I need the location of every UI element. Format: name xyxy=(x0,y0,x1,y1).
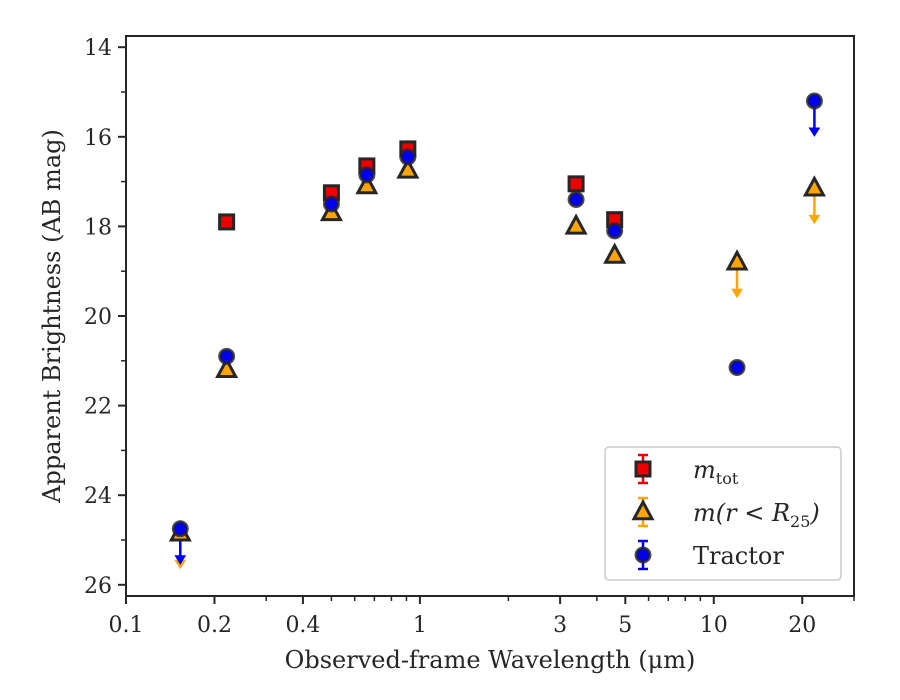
legend-box xyxy=(604,446,842,581)
data-point xyxy=(322,195,340,213)
legend-marker-tractor xyxy=(634,546,652,564)
y-tick-label: 16 xyxy=(84,126,112,151)
legend-label-subscript: tot xyxy=(716,469,739,488)
y-tick-label: 20 xyxy=(84,305,112,330)
data-point xyxy=(399,148,417,166)
legend-label-main: m xyxy=(693,456,716,484)
y-tick-label: 22 xyxy=(84,395,112,420)
upper-limit-arrow-head xyxy=(808,127,821,137)
legend-label-main: m(r < R xyxy=(693,499,790,527)
x-tick-label: 5 xyxy=(618,613,632,638)
legend-label-mr25: m(r < R25) xyxy=(693,499,820,531)
legend-label-end: ) xyxy=(809,499,819,527)
data-point xyxy=(396,157,420,179)
legend-label-mtot: mtot xyxy=(693,456,739,488)
data-point xyxy=(171,520,189,538)
y-tick-label: 24 xyxy=(84,484,112,509)
data-point xyxy=(728,359,746,377)
data-point xyxy=(603,242,627,264)
data-point xyxy=(567,175,585,193)
data-point xyxy=(358,166,376,184)
x-tick-label: 10 xyxy=(700,613,728,638)
data-point xyxy=(355,173,379,195)
y-tick-label: 18 xyxy=(84,215,112,240)
x-tick-label: 20 xyxy=(788,613,816,638)
data-point xyxy=(725,249,749,271)
data-point xyxy=(218,347,236,365)
plot-area xyxy=(168,92,826,570)
legend: mtot m(r < R25) Tractor xyxy=(604,446,842,581)
x-tick-label: 0.1 xyxy=(109,613,144,638)
legend-marker-mtot xyxy=(634,460,652,478)
y-axis-label: Apparent Brightness (AB mag) xyxy=(38,129,66,504)
x-axis-label: Observed-frame Wavelength (μm) xyxy=(285,646,696,674)
upper-limit-arrow-head xyxy=(731,288,743,299)
data-point xyxy=(606,222,624,240)
legend-marker-mr25 xyxy=(631,498,655,521)
legend-label-tractor: Tractor xyxy=(693,542,784,570)
upper-limit-arrow-head xyxy=(808,214,821,225)
series-tractor xyxy=(171,92,823,538)
data-point xyxy=(567,191,585,209)
legend-label-main: Tractor xyxy=(693,542,784,570)
upper-limit-arrow-head xyxy=(174,555,187,565)
data-point xyxy=(564,213,588,235)
data-point xyxy=(805,92,823,110)
x-tick-label: 0.4 xyxy=(285,613,320,638)
data-point xyxy=(215,356,239,378)
x-axis: 0.1 0.2 0.4 1 3 5 10 20 xyxy=(109,596,855,638)
y-tick-label: 14 xyxy=(84,36,112,61)
legend-label-subscript: 25 xyxy=(790,512,810,531)
x-tick-label: 1 xyxy=(413,613,427,638)
data-point xyxy=(802,175,826,197)
y-axis: 14 16 18 20 22 24 26 xyxy=(84,36,126,599)
y-tick-label: 26 xyxy=(84,574,112,599)
data-point xyxy=(218,213,236,231)
x-tick-label: 0.2 xyxy=(197,613,232,638)
x-tick-label: 3 xyxy=(553,613,567,638)
